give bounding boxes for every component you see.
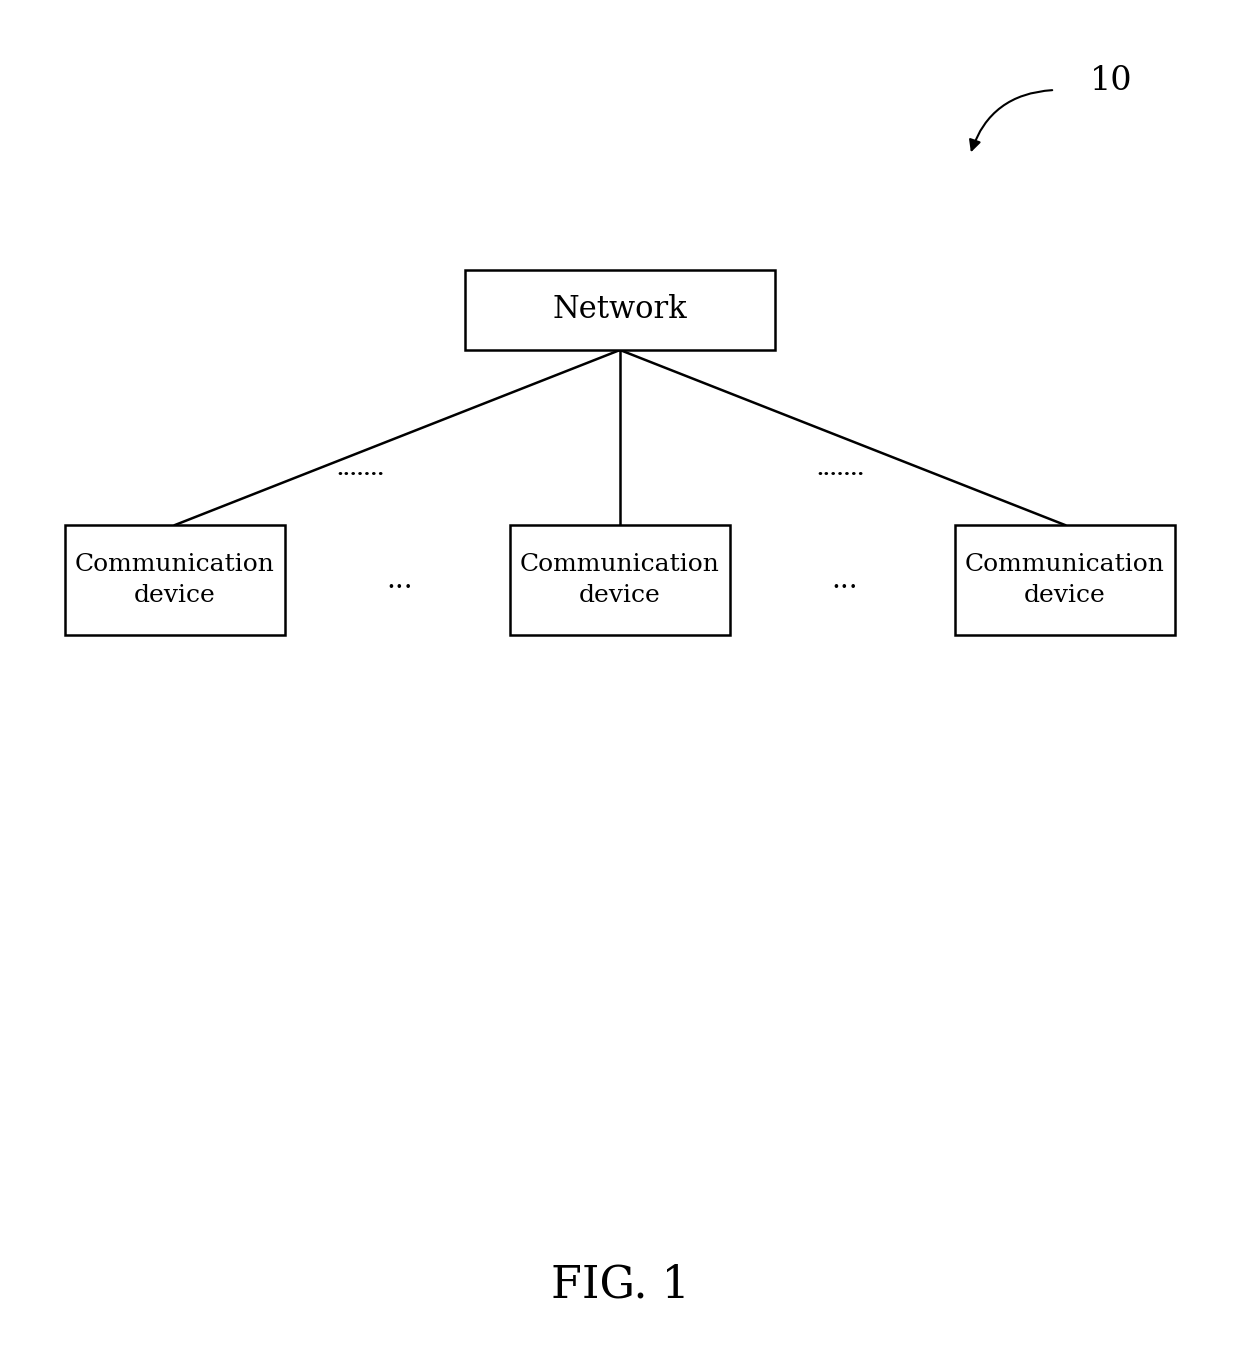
Text: 10: 10 [1090,65,1132,97]
Text: ...: ... [832,566,858,593]
Text: Network: Network [553,295,687,326]
Text: Communication
device: Communication device [965,554,1164,607]
Text: FIG. 1: FIG. 1 [551,1263,689,1307]
Text: .......: ....... [336,461,384,479]
Text: Communication
device: Communication device [520,554,720,607]
Bar [955,525,1176,636]
Text: .......: ....... [816,461,864,479]
Bar [510,525,730,636]
Bar [465,270,775,351]
Bar [64,525,285,636]
Text: ...: ... [387,566,413,593]
Text: Communication
device: Communication device [76,554,275,607]
